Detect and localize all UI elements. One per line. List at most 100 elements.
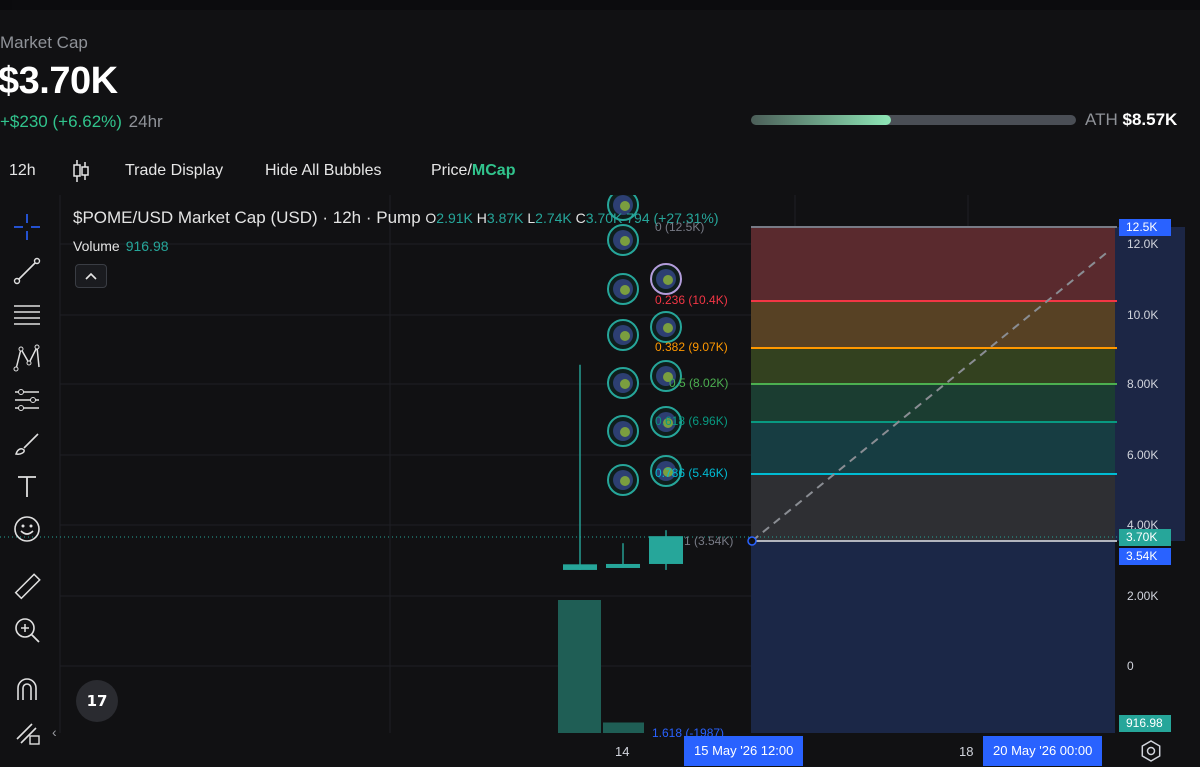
price-tag: 916.98 xyxy=(1119,715,1171,732)
time-axis[interactable]: 14 15 May '26 12:00 18 20 May '26 00:00 xyxy=(0,733,1200,767)
brush-tool[interactable] xyxy=(10,426,44,460)
trade-bubble-avatar-detail xyxy=(620,236,630,246)
fib-zone xyxy=(751,301,1115,348)
trade-bubble-avatar-detail xyxy=(663,372,673,382)
trend-line-icon xyxy=(13,257,41,285)
time-tick: 18 xyxy=(959,744,974,759)
ath-progress-fill xyxy=(751,115,891,125)
ath-label: ATH xyxy=(1085,110,1118,129)
brush-icon xyxy=(15,433,39,455)
volume-bar xyxy=(558,600,601,733)
gear-icon xyxy=(1141,740,1161,762)
close-label: C xyxy=(575,210,586,226)
fib-level-label: 0.382 (9.07K) xyxy=(655,340,728,354)
measure-tool[interactable] xyxy=(10,570,44,604)
fib-level-label: 0.786 (5.46K) xyxy=(655,466,728,480)
collapse-legend-button[interactable] xyxy=(75,264,107,288)
ath-progress-bar xyxy=(751,115,1076,125)
open-label: O xyxy=(425,210,437,226)
zoom-tool[interactable] xyxy=(10,613,44,647)
pattern-icon xyxy=(13,344,40,372)
volume-bar xyxy=(603,722,644,733)
ath-value: $8.57K xyxy=(1122,110,1178,129)
time-tick: 14 xyxy=(615,744,630,759)
trend-line-tool[interactable] xyxy=(10,254,44,288)
low-label: L xyxy=(527,210,536,226)
low-value: 2.74K xyxy=(535,210,572,226)
chevron-up-icon xyxy=(85,272,97,280)
trade-bubble-avatar-detail xyxy=(620,285,630,295)
symbol-title[interactable]: $POME/USD Market Cap (USD) · 12h · Pump xyxy=(73,208,421,227)
fib-level-label: 0.236 (10.4K) xyxy=(655,293,728,307)
text-tool[interactable] xyxy=(10,469,44,503)
fib-zone xyxy=(751,348,1115,384)
pencil-lock-icon xyxy=(16,723,40,745)
candle-body xyxy=(649,536,683,564)
magnet-tool[interactable] xyxy=(10,672,44,706)
top-strip xyxy=(0,0,1200,10)
candlestick-icon xyxy=(73,160,89,182)
fib-level-label: 1.618 (-1987) xyxy=(652,726,725,740)
pattern-tool[interactable] xyxy=(10,341,44,375)
ath-readout: ATH $8.57K xyxy=(1085,110,1177,130)
time-tag-start: 15 May '26 12:00 xyxy=(684,736,804,766)
change-absolute: +$230 xyxy=(0,112,48,131)
forecast-icon xyxy=(15,389,39,411)
trade-bubble-avatar-detail xyxy=(663,323,673,333)
fib-level-label: 1 (3.54K) xyxy=(684,534,734,548)
chart-legend: $POME/USD Market Cap (USD) · 12h · Pump … xyxy=(73,208,719,228)
volume-legend: Volume 916.98 xyxy=(73,238,169,254)
fib-zone xyxy=(751,541,1115,733)
forecasting-tool[interactable] xyxy=(10,383,44,417)
magnet-icon xyxy=(17,678,37,700)
high-label: H xyxy=(476,210,487,226)
change-percent: (+6.62%) xyxy=(52,112,122,131)
ruler-icon xyxy=(14,573,41,600)
candle-type-button[interactable] xyxy=(72,158,90,184)
volume-label: Volume xyxy=(73,238,120,254)
drawing-toolbar xyxy=(0,205,56,767)
price-tick: 4.00K xyxy=(1127,518,1159,532)
price-mcap-toggle[interactable]: Price/MCap xyxy=(431,162,515,180)
fib-retracement-icon xyxy=(14,305,40,325)
price-tick: 8.00K xyxy=(1127,377,1159,391)
chart-settings-button[interactable] xyxy=(1140,740,1162,762)
chart-canvas[interactable] xyxy=(0,195,1200,767)
market-cap-change: +$230 (+6.62%) 24hr xyxy=(0,112,163,132)
trade-bubble-avatar-detail xyxy=(620,476,630,486)
fib-zone xyxy=(751,227,1115,301)
high-value: 3.87K xyxy=(486,210,524,226)
collapse-toolbar-button[interactable]: ‹ xyxy=(52,724,57,740)
price-tick: 10.0K xyxy=(1127,308,1159,322)
interval-button[interactable]: 12h xyxy=(9,162,36,179)
tradingview-logo[interactable]: 17 xyxy=(76,680,118,722)
top-strip-inner xyxy=(12,0,1200,10)
fib-trend-line xyxy=(751,249,1111,542)
trade-bubble-avatar-detail xyxy=(620,201,630,211)
trade-bubble-avatar-detail xyxy=(620,427,630,437)
trade-bubble-avatar-detail xyxy=(620,331,630,341)
fib-zone xyxy=(751,422,1115,474)
fib-zone xyxy=(751,474,1115,541)
trade-bubble-avatar-detail xyxy=(663,467,673,477)
fib-level-label: 0.5 (8.02K) xyxy=(669,376,729,390)
fib-tool[interactable] xyxy=(10,297,44,331)
market-cap-value: $3.70K xyxy=(0,60,118,102)
candle-body xyxy=(563,564,597,570)
open-value: 2.91K xyxy=(436,210,473,226)
price-tick: 6.00K xyxy=(1127,448,1159,462)
chart-area[interactable] xyxy=(0,195,1200,767)
crosshair-icon xyxy=(14,214,40,240)
price-tick: 2.00K xyxy=(1127,589,1159,603)
fib-level-label: 0 (12.5K) xyxy=(655,220,705,234)
trade-display-button[interactable]: Trade Display xyxy=(125,162,224,179)
smiley-icon xyxy=(14,516,40,542)
crosshair-tool[interactable] xyxy=(10,210,44,244)
price-option: Price xyxy=(431,162,468,179)
emoji-tool[interactable] xyxy=(10,512,44,546)
change-period: 24hr xyxy=(128,112,163,131)
hide-bubbles-button[interactable]: Hide All Bubbles xyxy=(265,162,382,179)
price-tag: 12.5K xyxy=(1119,219,1171,236)
lock-drawings-tool[interactable] xyxy=(10,715,44,749)
market-cap-label: Market Cap xyxy=(0,33,88,52)
